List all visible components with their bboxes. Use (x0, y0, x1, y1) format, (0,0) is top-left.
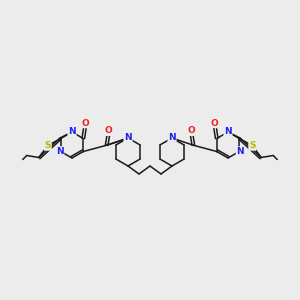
Text: S: S (44, 141, 51, 150)
Text: N: N (236, 147, 244, 156)
Text: O: O (105, 126, 112, 135)
Text: N: N (124, 134, 132, 142)
Text: S: S (249, 141, 256, 150)
Text: O: O (211, 118, 219, 127)
Text: O: O (81, 118, 89, 127)
Text: N: N (68, 127, 76, 136)
Text: N: N (168, 134, 176, 142)
Text: N: N (56, 147, 64, 156)
Text: O: O (188, 126, 195, 135)
Text: N: N (224, 127, 232, 136)
